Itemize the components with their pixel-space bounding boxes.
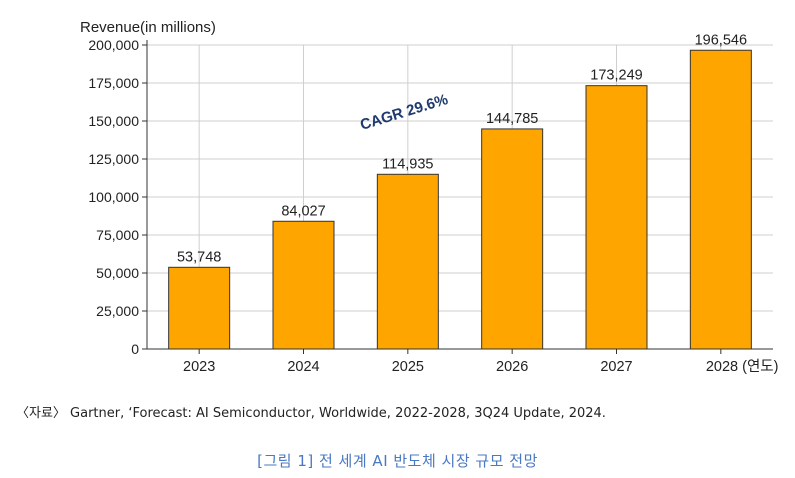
x-tick-label: 2024 xyxy=(287,359,319,375)
bar xyxy=(272,220,335,350)
bar-value-label: 114,935 xyxy=(382,156,433,172)
bar xyxy=(376,173,439,350)
bar xyxy=(481,128,544,350)
labels: 0 25,000 50,000 75,000 100,000 125,000 150,000… xyxy=(88,32,778,375)
y-tick-label: 50,000 xyxy=(96,265,139,281)
x-tick-label: 2025 xyxy=(392,359,424,375)
bar-value-label: 196,546 xyxy=(695,32,747,48)
gridlines xyxy=(147,44,773,349)
cagr-annotation: CAGR 29.6% xyxy=(358,91,450,134)
y-tick-label: 100,000 xyxy=(88,189,139,205)
y-tick-label: 75,000 xyxy=(96,227,139,243)
x-tick-label: 2028 (연도) xyxy=(706,358,779,375)
x-tick-label: 2027 xyxy=(600,359,632,375)
y-tick-label: 175,000 xyxy=(88,75,139,91)
revenue-bar-chart: 0 25,000 50,000 75,000 100,000 125,000 150,000… xyxy=(80,19,778,375)
bar-value-label: 84,027 xyxy=(281,203,325,219)
bar-value-label: 144,785 xyxy=(486,111,538,127)
y-tick-label: 25,000 xyxy=(96,303,139,319)
bar-value-label: 173,249 xyxy=(590,68,642,84)
source-caption: 〈자료〉 Gartner, ‘Forecast: AI Semiconducto… xyxy=(16,406,606,421)
y-axis-label: Revenue(in millions) xyxy=(80,19,216,36)
axes xyxy=(142,40,773,354)
bar xyxy=(585,85,648,350)
bar xyxy=(689,49,752,350)
y-tick-label: 125,000 xyxy=(88,151,139,167)
figure-title: [그림 1] 전 세계 AI 반도체 시장 규모 전망 xyxy=(257,452,538,470)
y-tick-label: 150,000 xyxy=(88,113,139,129)
bar xyxy=(168,266,231,350)
x-tick-label: 2023 xyxy=(183,359,215,375)
bar-value-label: 53,748 xyxy=(177,249,221,265)
x-tick-label: 2026 xyxy=(496,359,528,375)
bars xyxy=(168,49,752,350)
y-tick-label: 200,000 xyxy=(88,37,139,53)
y-tick-label: 0 xyxy=(131,341,139,357)
